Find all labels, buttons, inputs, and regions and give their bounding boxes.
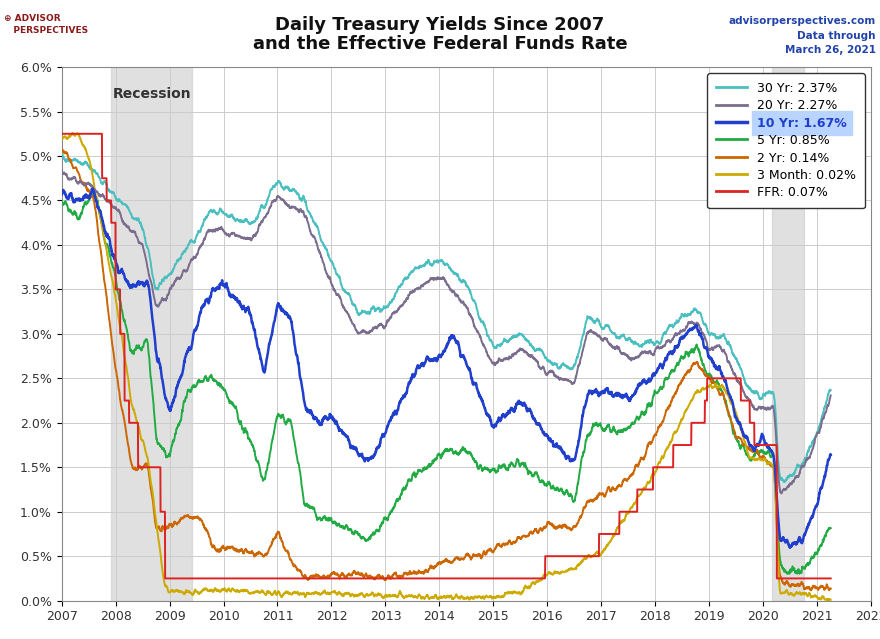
2 Yr: 0.14%: (2.02e+03, 0.197): 0.14%: (2.02e+03, 0.197) bbox=[797, 580, 808, 587]
10 Yr: 1.67%: (2.02e+03, 1.74): 1.67%: (2.02e+03, 1.74) bbox=[553, 442, 563, 450]
Line: FFR: 0.07%: FFR: 0.07% bbox=[62, 134, 831, 578]
2 Yr: 0.14%: (2.02e+03, 0.116): 0.14%: (2.02e+03, 0.116) bbox=[806, 587, 817, 594]
5 Yr: 0.85%: (2.02e+03, 1.27): 0.85%: (2.02e+03, 1.27) bbox=[553, 484, 563, 491]
30 Yr: 2.37%: (2.02e+03, 2.37): 2.37%: (2.02e+03, 2.37) bbox=[825, 387, 836, 394]
5 Yr: 0.85%: (2.01e+03, 1.7): 0.85%: (2.01e+03, 1.7) bbox=[459, 445, 470, 453]
2 Yr: 0.14%: (2.01e+03, 5.08): 0.14%: (2.01e+03, 5.08) bbox=[56, 145, 67, 153]
10 Yr: 1.67%: (2.01e+03, 4.57): 1.67%: (2.01e+03, 4.57) bbox=[56, 190, 67, 198]
FFR: 0.07%: (2.01e+03, 0.25): 0.07%: (2.01e+03, 0.25) bbox=[160, 574, 171, 582]
Text: advisorperspectives.com: advisorperspectives.com bbox=[729, 16, 876, 26]
3 Month: 0.02%: (2.02e+03, 0.01): 0.02%: (2.02e+03, 0.01) bbox=[820, 596, 831, 604]
2 Yr: 0.14%: (2.01e+03, 4.72): 0.14%: (2.01e+03, 4.72) bbox=[76, 177, 86, 185]
5 Yr: 0.85%: (2.01e+03, 4.5): 0.85%: (2.01e+03, 4.5) bbox=[56, 197, 67, 204]
Text: and the Effective Federal Funds Rate: and the Effective Federal Funds Rate bbox=[253, 35, 627, 53]
Text: March 26, 2021: March 26, 2021 bbox=[785, 45, 876, 56]
5 Yr: 0.85%: (2.02e+03, 0.367): 0.85%: (2.02e+03, 0.367) bbox=[797, 564, 808, 572]
2 Yr: 0.14%: (2.01e+03, 0.483): 0.14%: (2.01e+03, 0.483) bbox=[459, 554, 470, 562]
Text: Recession: Recession bbox=[113, 87, 192, 101]
3 Month: 0.02%: (2.01e+03, 5.26): 0.02%: (2.01e+03, 5.26) bbox=[68, 129, 78, 137]
FFR: 0.07%: (2.01e+03, 5.25): 0.07%: (2.01e+03, 5.25) bbox=[56, 130, 67, 137]
5 Yr: 0.85%: (2.02e+03, 0.302): 0.85%: (2.02e+03, 0.302) bbox=[794, 570, 804, 578]
30 Yr: 2.37%: (2.01e+03, 4.91): 2.37%: (2.01e+03, 4.91) bbox=[76, 160, 86, 167]
20 Yr: 2.27%: (2.01e+03, 4.85): 2.27%: (2.01e+03, 4.85) bbox=[56, 166, 67, 173]
30 Yr: 2.37%: (2.01e+03, 5.04): 2.37%: (2.01e+03, 5.04) bbox=[56, 149, 67, 157]
Line: 3 Month: 0.02%: 3 Month: 0.02% bbox=[62, 133, 831, 600]
20 Yr: 2.27%: (2.01e+03, 4.71): 2.27%: (2.01e+03, 4.71) bbox=[76, 178, 86, 186]
FFR: 0.07%: (2.02e+03, 0.5): 0.07%: (2.02e+03, 0.5) bbox=[553, 552, 563, 560]
5 Yr: 0.85%: (2.01e+03, 0.835): 0.85%: (2.01e+03, 0.835) bbox=[334, 523, 345, 530]
20 Yr: 2.27%: (2.02e+03, 2.31): 2.27%: (2.02e+03, 2.31) bbox=[825, 392, 836, 399]
3 Month: 0.02%: (2.02e+03, 0.081): 0.02%: (2.02e+03, 0.081) bbox=[797, 590, 808, 597]
20 Yr: 2.27%: (2.01e+03, 3.32): 2.27%: (2.01e+03, 3.32) bbox=[459, 302, 470, 309]
30 Yr: 2.37%: (2.01e+03, 3.64): 2.37%: (2.01e+03, 3.64) bbox=[334, 273, 345, 281]
Bar bbox=[773, 67, 803, 601]
FFR: 0.07%: (2.01e+03, 0.25): 0.07%: (2.01e+03, 0.25) bbox=[459, 574, 470, 582]
Line: 5 Yr: 0.85%: 5 Yr: 0.85% bbox=[62, 192, 831, 574]
Text: ⊕ ADVISOR
   PERSPECTIVES: ⊕ ADVISOR PERSPECTIVES bbox=[4, 14, 89, 35]
10 Yr: 1.67%: (2.02e+03, 2.63): 1.67%: (2.02e+03, 2.63) bbox=[710, 363, 721, 371]
Line: 10 Yr: 1.67%: 10 Yr: 1.67% bbox=[62, 189, 831, 548]
FFR: 0.07%: (2.02e+03, 0.25): 0.07%: (2.02e+03, 0.25) bbox=[797, 574, 808, 582]
FFR: 0.07%: (2.02e+03, 0.25): 0.07%: (2.02e+03, 0.25) bbox=[825, 574, 836, 582]
3 Month: 0.02%: (2.02e+03, 0.321): 0.02%: (2.02e+03, 0.321) bbox=[553, 568, 563, 576]
10 Yr: 1.67%: (2.01e+03, 1.93): 1.67%: (2.01e+03, 1.93) bbox=[334, 426, 345, 433]
3 Month: 0.02%: (2.02e+03, 0.01): 0.02%: (2.02e+03, 0.01) bbox=[825, 596, 836, 604]
20 Yr: 2.27%: (2.02e+03, 2.51): 2.27%: (2.02e+03, 2.51) bbox=[552, 374, 562, 381]
10 Yr: 1.67%: (2.02e+03, 0.678): 1.67%: (2.02e+03, 0.678) bbox=[797, 537, 808, 544]
20 Yr: 2.27%: (2.01e+03, 3.43): 2.27%: (2.01e+03, 3.43) bbox=[334, 292, 345, 300]
5 Yr: 0.85%: (2.02e+03, 2.46): 0.85%: (2.02e+03, 2.46) bbox=[710, 378, 721, 386]
Line: 2 Yr: 0.14%: 2 Yr: 0.14% bbox=[62, 149, 831, 590]
FFR: 0.07%: (2.02e+03, 2.5): 0.07%: (2.02e+03, 2.5) bbox=[710, 374, 721, 382]
30 Yr: 2.37%: (2.01e+03, 3.59): 2.37%: (2.01e+03, 3.59) bbox=[459, 277, 470, 285]
10 Yr: 1.67%: (2.01e+03, 4.51): 1.67%: (2.01e+03, 4.51) bbox=[76, 196, 86, 204]
10 Yr: 1.67%: (2.01e+03, 2.71): 1.67%: (2.01e+03, 2.71) bbox=[459, 356, 470, 364]
30 Yr: 2.37%: (2.02e+03, 2.63): 2.37%: (2.02e+03, 2.63) bbox=[552, 363, 562, 371]
Text: Daily Treasury Yields Since 2007: Daily Treasury Yields Since 2007 bbox=[275, 16, 605, 34]
20 Yr: 2.27%: (2.02e+03, 1.51): 2.27%: (2.02e+03, 1.51) bbox=[797, 463, 808, 470]
Legend: 30 Yr: 2.37%, 20 Yr: 2.27%, 10 Yr: 1.67%, 5 Yr: 0.85%, 2 Yr: 0.14%, 3 Month: 0.0: 30 Yr: 2.37%, 20 Yr: 2.27%, 10 Yr: 1.67%… bbox=[708, 73, 865, 208]
2 Yr: 0.14%: (2.02e+03, 2.42): 0.14%: (2.02e+03, 2.42) bbox=[710, 381, 721, 389]
10 Yr: 1.67%: (2.02e+03, 1.64): 1.67%: (2.02e+03, 1.64) bbox=[825, 451, 836, 459]
20 Yr: 2.27%: (2.02e+03, 2.85): 2.27%: (2.02e+03, 2.85) bbox=[710, 343, 721, 351]
5 Yr: 0.85%: (2.02e+03, 0.816): 0.85%: (2.02e+03, 0.816) bbox=[825, 524, 836, 532]
FFR: 0.07%: (2.01e+03, 0.25): 0.07%: (2.01e+03, 0.25) bbox=[334, 574, 345, 582]
30 Yr: 2.37%: (2.02e+03, 1.54): 2.37%: (2.02e+03, 1.54) bbox=[797, 460, 808, 468]
5 Yr: 0.85%: (2.01e+03, 4.59): 0.85%: (2.01e+03, 4.59) bbox=[87, 189, 98, 196]
10 Yr: 1.67%: (2.01e+03, 4.63): 1.67%: (2.01e+03, 4.63) bbox=[87, 185, 98, 192]
20 Yr: 2.27%: (2.02e+03, 1.21): 2.27%: (2.02e+03, 1.21) bbox=[776, 489, 787, 497]
5 Yr: 0.85%: (2.01e+03, 4.36): 0.85%: (2.01e+03, 4.36) bbox=[76, 210, 86, 217]
30 Yr: 2.37%: (2.02e+03, 1.33): 2.37%: (2.02e+03, 1.33) bbox=[779, 478, 789, 486]
Line: 30 Yr: 2.37%: 30 Yr: 2.37% bbox=[62, 153, 831, 482]
3 Month: 0.02%: (2.01e+03, 0.0908): 0.02%: (2.01e+03, 0.0908) bbox=[334, 589, 345, 596]
10 Yr: 1.67%: (2.02e+03, 0.594): 1.67%: (2.02e+03, 0.594) bbox=[785, 544, 796, 551]
FFR: 0.07%: (2.01e+03, 5.25): 0.07%: (2.01e+03, 5.25) bbox=[76, 130, 86, 137]
2 Yr: 0.14%: (2.01e+03, 0.246): 0.14%: (2.01e+03, 0.246) bbox=[334, 575, 345, 583]
Bar bbox=[111, 67, 192, 601]
3 Month: 0.02%: (2.02e+03, 2.44): 0.02%: (2.02e+03, 2.44) bbox=[710, 380, 721, 388]
2 Yr: 0.14%: (2.02e+03, 0.828): 0.14%: (2.02e+03, 0.828) bbox=[552, 523, 562, 531]
30 Yr: 2.37%: (2.02e+03, 2.97): 2.37%: (2.02e+03, 2.97) bbox=[710, 332, 721, 340]
3 Month: 0.02%: (2.01e+03, 0.0344): 0.02%: (2.01e+03, 0.0344) bbox=[459, 594, 470, 601]
Line: 20 Yr: 2.27%: 20 Yr: 2.27% bbox=[62, 169, 831, 493]
3 Month: 0.02%: (2.01e+03, 5.2): 0.02%: (2.01e+03, 5.2) bbox=[56, 134, 67, 142]
3 Month: 0.02%: (2.01e+03, 5.17): 0.02%: (2.01e+03, 5.17) bbox=[76, 137, 86, 144]
Text: Data through: Data through bbox=[797, 31, 876, 41]
2 Yr: 0.14%: (2.02e+03, 0.137): 0.14%: (2.02e+03, 0.137) bbox=[825, 585, 836, 592]
